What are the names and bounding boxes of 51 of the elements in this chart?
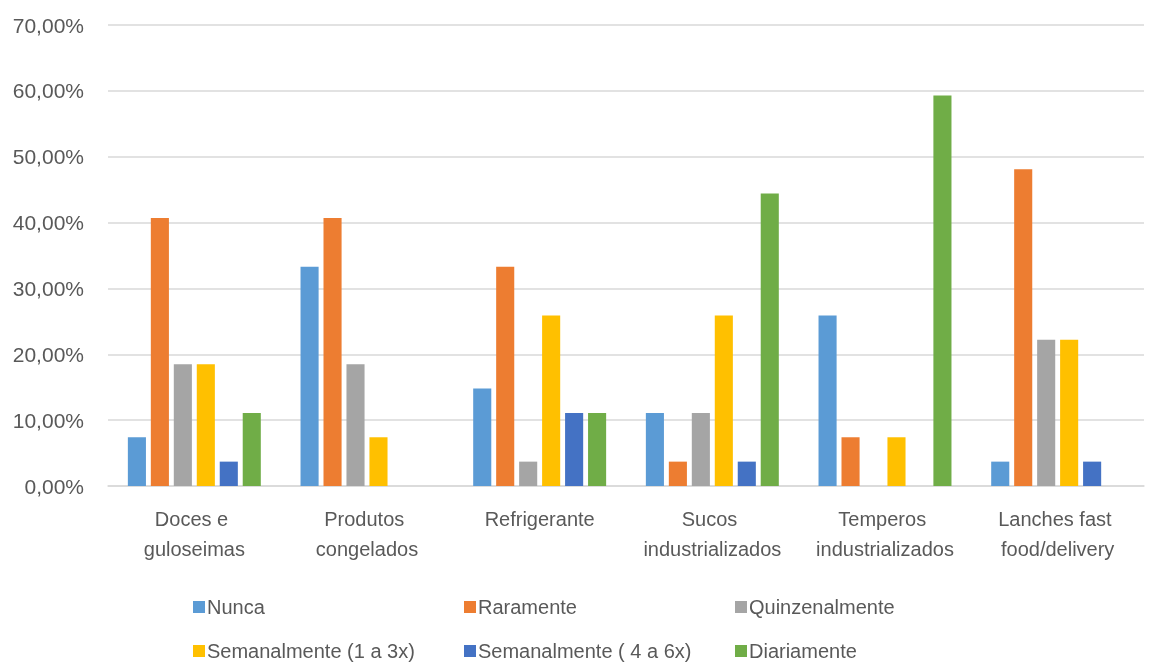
bar bbox=[588, 412, 607, 486]
bar bbox=[173, 364, 192, 486]
bar bbox=[691, 412, 710, 486]
bar bbox=[542, 315, 561, 486]
bar bbox=[887, 437, 906, 486]
bar bbox=[127, 437, 146, 486]
bar bbox=[1083, 461, 1102, 486]
bar bbox=[150, 217, 169, 486]
y-tick-label: 60,00% bbox=[12, 79, 84, 103]
y-tick-label: 0,00% bbox=[24, 474, 84, 498]
x-tick-label: Lanches fast food/delivery bbox=[998, 508, 1118, 560]
bar bbox=[196, 364, 215, 486]
bar bbox=[242, 412, 261, 486]
bar bbox=[473, 388, 492, 486]
y-tick-label: 40,00% bbox=[12, 211, 84, 235]
legend-label: Diariamente bbox=[749, 640, 857, 662]
legend-label: Raramente bbox=[478, 596, 577, 618]
legend-label: Semanalmente ( 4 a 6x) bbox=[478, 640, 692, 662]
bar bbox=[668, 461, 687, 486]
y-tick-label: 20,00% bbox=[12, 342, 84, 366]
legend-label: Nunca bbox=[207, 596, 266, 618]
bar bbox=[1037, 339, 1056, 486]
bar bbox=[760, 193, 779, 486]
x-tick-label: Sucos industrializados bbox=[643, 508, 782, 560]
bar bbox=[496, 266, 515, 486]
x-tick-label: Refrigerante bbox=[484, 508, 595, 530]
bar bbox=[519, 461, 538, 486]
y-tick-label: 70,00% bbox=[12, 13, 84, 37]
bar bbox=[841, 437, 860, 486]
bar bbox=[323, 217, 342, 486]
bar bbox=[1060, 339, 1079, 486]
bar bbox=[369, 437, 388, 486]
bar bbox=[1014, 169, 1033, 486]
bar bbox=[714, 315, 733, 486]
bar bbox=[645, 412, 664, 486]
bar bbox=[346, 364, 365, 486]
x-tick-label: Temperos industrializados bbox=[816, 508, 954, 560]
bar bbox=[300, 266, 319, 486]
bar bbox=[565, 412, 584, 486]
bar bbox=[219, 461, 238, 486]
y-tick-label: 30,00% bbox=[12, 276, 84, 300]
legend-label: Semanalmente (1 a 3x) bbox=[207, 640, 415, 662]
x-tick-label: Produtos congelados bbox=[315, 508, 419, 560]
legend-label: Quinzenalmente bbox=[749, 596, 895, 618]
x-tick-label: Doces e guloseimas bbox=[143, 508, 245, 560]
bar bbox=[933, 95, 952, 486]
bar bbox=[991, 461, 1010, 486]
bar bbox=[737, 461, 756, 486]
bar bbox=[818, 315, 837, 486]
y-tick-label: 10,00% bbox=[12, 408, 84, 432]
y-tick-label: 50,00% bbox=[12, 145, 84, 169]
